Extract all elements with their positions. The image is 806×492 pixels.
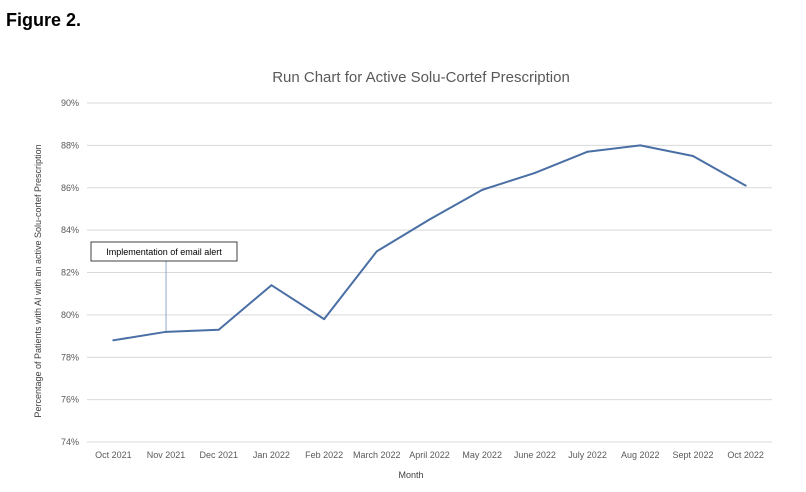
- x-tick-label: July 2022: [568, 450, 607, 460]
- data-point: [428, 218, 431, 221]
- y-tick-label: 82%: [61, 268, 79, 278]
- x-tick-label: June 2022: [514, 450, 556, 460]
- data-point: [112, 339, 115, 342]
- annotation-text: Implementation of email alert: [106, 247, 222, 257]
- y-tick-label: 88%: [61, 140, 79, 150]
- y-tick-label: 80%: [61, 310, 79, 320]
- data-point: [165, 330, 168, 333]
- x-tick-label: Aug 2022: [621, 450, 660, 460]
- data-point: [533, 171, 536, 174]
- y-axis-label: Percentage of Patients with AI with an a…: [33, 144, 43, 417]
- data-point: [375, 250, 378, 253]
- gridlines: [87, 102, 772, 443]
- y-tick-label: 76%: [61, 395, 79, 405]
- x-tick-label: Sept 2022: [672, 450, 713, 460]
- data-point: [481, 188, 484, 191]
- data-point: [691, 154, 694, 157]
- figure-label: Figure 2.: [6, 10, 82, 30]
- y-tick-label: 74%: [61, 437, 79, 447]
- annotation-box: [90, 241, 238, 262]
- data-point: [217, 328, 220, 331]
- x-axis-label: Month: [398, 470, 423, 480]
- data-point: [586, 150, 589, 153]
- x-tick-label: Nov 2021: [147, 450, 186, 460]
- data-point: [744, 184, 747, 187]
- y-tick-label: 90%: [61, 98, 79, 108]
- series-group: [112, 144, 747, 342]
- x-tick-label: March 2022: [353, 450, 401, 460]
- x-tick-label: Dec 2021: [199, 450, 238, 460]
- y-tick-label: 84%: [61, 225, 79, 235]
- chart-title: Run Chart for Active Solu-Cortef Prescri…: [272, 69, 570, 86]
- x-tick-label: Oct 2021: [95, 450, 132, 460]
- data-point: [270, 284, 273, 287]
- y-tick-label: 86%: [61, 183, 79, 193]
- annotation: Implementation of email alert: [90, 241, 238, 332]
- data-point: [639, 144, 642, 147]
- x-tick-label: Oct 2022: [727, 450, 764, 460]
- x-tick-label: Feb 2022: [305, 450, 343, 460]
- x-tick-label: May 2022: [462, 450, 502, 460]
- x-tick-label: April 2022: [409, 450, 450, 460]
- y-tick-label: 78%: [61, 352, 79, 362]
- x-tick-label: Jan 2022: [253, 450, 290, 460]
- y-axis-ticks: 74% 76% 78% 80% 82% 84% 86% 88% 90%: [61, 98, 79, 447]
- x-axis-ticks: Oct 2021 Nov 2021 Dec 2021 Jan 2022 Feb 2022…: [95, 450, 764, 460]
- data-point: [323, 318, 326, 321]
